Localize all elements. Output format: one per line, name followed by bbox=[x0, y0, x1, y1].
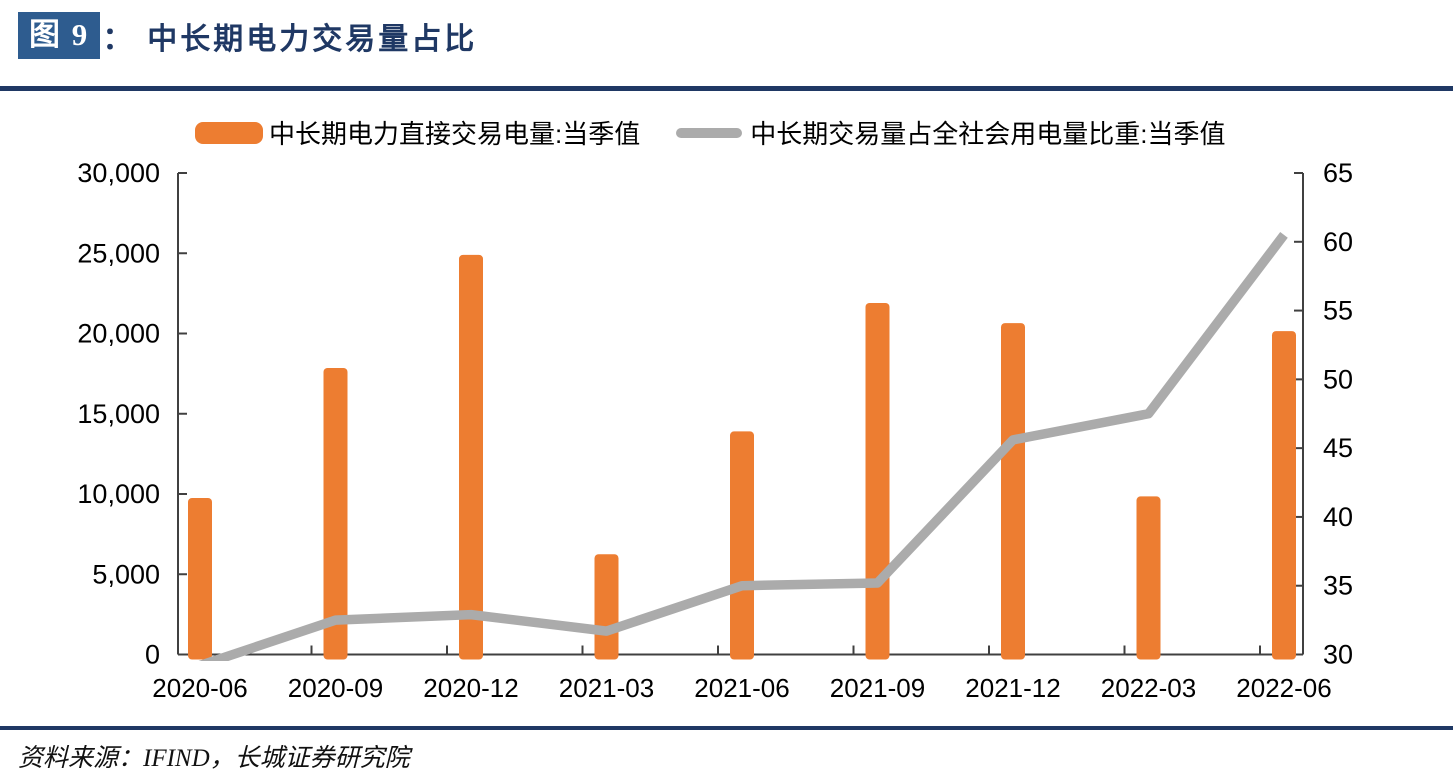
legend-line-label: 中长期交易量占全社会用电量比重:当季值 bbox=[750, 119, 1226, 149]
bar-2021-06 bbox=[730, 431, 754, 660]
left-axis-label: 15,000 bbox=[77, 399, 160, 429]
left-axis-label: 5,000 bbox=[92, 559, 160, 589]
header-divider bbox=[0, 86, 1453, 91]
right-axis-label: 65 bbox=[1323, 158, 1353, 188]
bar-2020-09 bbox=[323, 368, 348, 660]
right-axis-label: 45 bbox=[1323, 433, 1353, 463]
legend-bar-swatch bbox=[195, 121, 263, 144]
legend-item-line: 中长期交易量占全社会用电量比重:当季值 bbox=[676, 114, 1225, 151]
figure-title: 中长期电力交易量占比 bbox=[147, 22, 478, 56]
ratio-line-series bbox=[198, 232, 1288, 661]
left-axis-label: 10,000 bbox=[77, 479, 160, 509]
x-category-label: 2022-03 bbox=[1101, 673, 1196, 703]
x-category-label: 2021-03 bbox=[559, 673, 654, 703]
left-axis-label: 30,000 bbox=[77, 158, 160, 188]
left-axis-label: 0 bbox=[145, 640, 160, 670]
bar-2021-03 bbox=[594, 554, 619, 660]
legend-item-bars: 中长期电力直接交易电量:当季值 bbox=[195, 114, 640, 151]
footer-divider bbox=[0, 726, 1453, 730]
left-axis-label: 20,000 bbox=[77, 319, 160, 349]
chart-legend: 中长期电力直接交易电量:当季值 中长期交易量占全社会用电量比重:当季值 bbox=[195, 114, 1225, 151]
bar-2022-03 bbox=[1136, 496, 1161, 660]
right-axis-label: 30 bbox=[1323, 640, 1353, 670]
bar-2020-06 bbox=[188, 498, 212, 660]
left-axis-label: 25,000 bbox=[77, 238, 160, 268]
bar-2020-12 bbox=[459, 254, 483, 660]
figure-header: 图 9 ： 中长期电力交易量占比 bbox=[18, 12, 477, 59]
legend-bar-label: 中长期电力直接交易电量:当季值 bbox=[269, 119, 641, 149]
bar-2021-12 bbox=[1001, 323, 1025, 660]
x-category-label: 2021-06 bbox=[694, 673, 789, 703]
x-category-label: 2021-09 bbox=[830, 673, 925, 703]
x-category-label: 2020-12 bbox=[423, 673, 518, 703]
source-note: 资料来源：IFIND，长城证券研究院 bbox=[18, 745, 410, 772]
x-category-label: 2020-09 bbox=[288, 673, 383, 703]
right-axis-label: 50 bbox=[1323, 364, 1353, 394]
right-axis-label: 60 bbox=[1323, 227, 1353, 257]
x-category-label: 2022-06 bbox=[1236, 673, 1331, 703]
bar-2021-09 bbox=[865, 303, 890, 660]
bar-2022-06 bbox=[1272, 331, 1296, 660]
right-axis-label: 40 bbox=[1323, 502, 1353, 532]
right-axis-label: 55 bbox=[1323, 296, 1353, 326]
x-category-label: 2021-12 bbox=[965, 673, 1060, 703]
right-axis-label: 35 bbox=[1323, 571, 1353, 601]
x-category-label: 2020-06 bbox=[152, 673, 247, 703]
figure-colon: ： bbox=[102, 21, 134, 56]
legend-line-swatch bbox=[676, 127, 743, 138]
figure-number-badge: 图 9 bbox=[18, 12, 101, 59]
